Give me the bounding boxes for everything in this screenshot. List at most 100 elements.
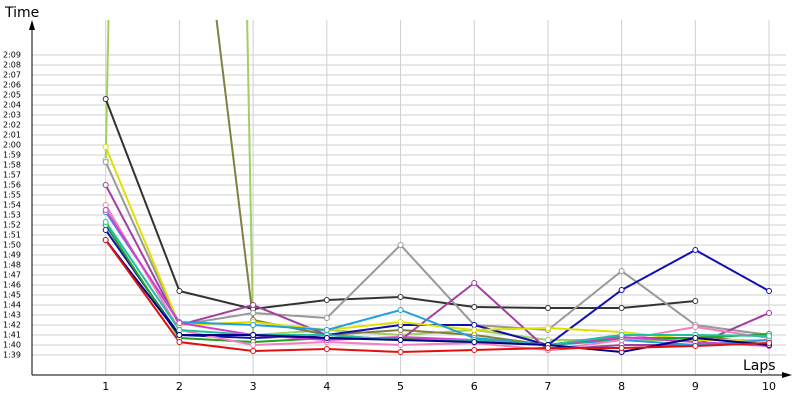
y-tick-label: 2:08 bbox=[3, 61, 21, 70]
point bbox=[618, 345, 625, 351]
point bbox=[618, 268, 625, 274]
y-tick-label: 2:05 bbox=[3, 91, 21, 100]
y-tick-label: 1:47 bbox=[3, 271, 21, 280]
x-tick-label: 10 bbox=[762, 380, 776, 393]
x-tick-label: 1 bbox=[102, 380, 109, 393]
point bbox=[176, 288, 183, 294]
point bbox=[176, 320, 183, 326]
point bbox=[692, 247, 699, 253]
point bbox=[250, 342, 257, 348]
y-tick-label: 2:09 bbox=[3, 51, 21, 60]
y-tick-label: 1:49 bbox=[3, 251, 21, 260]
y-tick-label: 1:57 bbox=[3, 171, 21, 180]
point bbox=[102, 96, 109, 102]
point bbox=[471, 322, 478, 328]
x-tick-label: 9 bbox=[692, 380, 699, 393]
x-tick-label: 4 bbox=[323, 380, 330, 393]
series-line bbox=[104, 161, 770, 336]
point bbox=[471, 280, 478, 286]
point bbox=[102, 227, 109, 233]
x-tick-label: 7 bbox=[544, 380, 551, 393]
x-axis-label: Laps bbox=[743, 358, 776, 374]
point bbox=[397, 242, 404, 248]
point bbox=[176, 339, 183, 345]
x-tick-label: 5 bbox=[397, 380, 404, 393]
point bbox=[397, 327, 404, 333]
point bbox=[102, 159, 109, 165]
series-line bbox=[104, 239, 770, 354]
point bbox=[102, 182, 109, 188]
point bbox=[176, 332, 183, 338]
point bbox=[766, 310, 773, 316]
point bbox=[692, 324, 699, 330]
point bbox=[250, 332, 257, 338]
point bbox=[544, 337, 551, 343]
x-tick-label: 6 bbox=[471, 380, 478, 393]
series-line bbox=[104, 204, 770, 352]
point bbox=[323, 346, 330, 352]
point bbox=[618, 287, 625, 293]
y-axis-label: Time bbox=[4, 5, 39, 21]
point bbox=[176, 327, 183, 333]
y-tick-label: 1:54 bbox=[3, 201, 21, 210]
point bbox=[471, 327, 478, 333]
point bbox=[397, 342, 404, 348]
point bbox=[692, 343, 699, 349]
point bbox=[102, 237, 109, 243]
y-tick-label: 1:58 bbox=[3, 161, 21, 170]
point bbox=[102, 202, 109, 208]
y-tick-label: 2:06 bbox=[3, 81, 21, 90]
point bbox=[471, 339, 478, 345]
point bbox=[250, 348, 257, 354]
y-tick-label: 1:53 bbox=[3, 211, 21, 220]
y-tick-label: 1:56 bbox=[3, 181, 21, 190]
x-arrow bbox=[782, 372, 792, 378]
point bbox=[397, 294, 404, 300]
x-tick-label: 8 bbox=[618, 380, 625, 393]
point bbox=[471, 304, 478, 310]
y-tick-label: 1:39 bbox=[3, 351, 21, 360]
point bbox=[250, 310, 257, 316]
y-tick-label: 1:42 bbox=[3, 321, 21, 330]
y-tick-label: 1:46 bbox=[3, 281, 21, 290]
y-tick-label: 2:02 bbox=[3, 121, 21, 130]
point bbox=[397, 337, 404, 343]
y-tick-label: 1:48 bbox=[3, 261, 21, 270]
y-tick-label: 1:50 bbox=[3, 241, 21, 250]
point bbox=[323, 327, 330, 333]
y-tick-label: 1:52 bbox=[3, 221, 21, 230]
y-tick-label: 1:43 bbox=[3, 311, 21, 320]
point bbox=[766, 288, 773, 294]
point bbox=[766, 333, 773, 339]
y-tick-label: 1:40 bbox=[3, 341, 21, 350]
point bbox=[323, 315, 330, 321]
point bbox=[544, 325, 551, 331]
y-tick-label: 2:03 bbox=[3, 111, 21, 120]
point bbox=[323, 297, 330, 303]
point bbox=[618, 332, 625, 338]
y-arrow bbox=[29, 20, 35, 30]
plot-area bbox=[102, 20, 773, 355]
y-tick-label: 2:01 bbox=[3, 131, 21, 140]
y-tick-label: 2:04 bbox=[3, 101, 21, 110]
y-tick-label: 2:07 bbox=[3, 71, 21, 80]
point bbox=[250, 302, 257, 308]
point bbox=[618, 305, 625, 311]
y-tick-label: 1:59 bbox=[3, 151, 21, 160]
point bbox=[102, 207, 109, 213]
point bbox=[471, 347, 478, 353]
x-tick-label: 3 bbox=[250, 380, 257, 393]
point bbox=[397, 319, 404, 325]
point bbox=[692, 298, 699, 304]
series-line bbox=[104, 209, 770, 347]
y-tick-label: 2:00 bbox=[3, 141, 21, 150]
x-tick-label: 2 bbox=[176, 380, 183, 393]
point bbox=[692, 335, 699, 341]
y-tick-label: 1:51 bbox=[3, 231, 21, 240]
y-tick-label: 1:41 bbox=[3, 331, 21, 340]
y-tick-label: 1:44 bbox=[3, 301, 21, 310]
point bbox=[397, 307, 404, 313]
point bbox=[544, 305, 551, 311]
point bbox=[102, 144, 109, 150]
